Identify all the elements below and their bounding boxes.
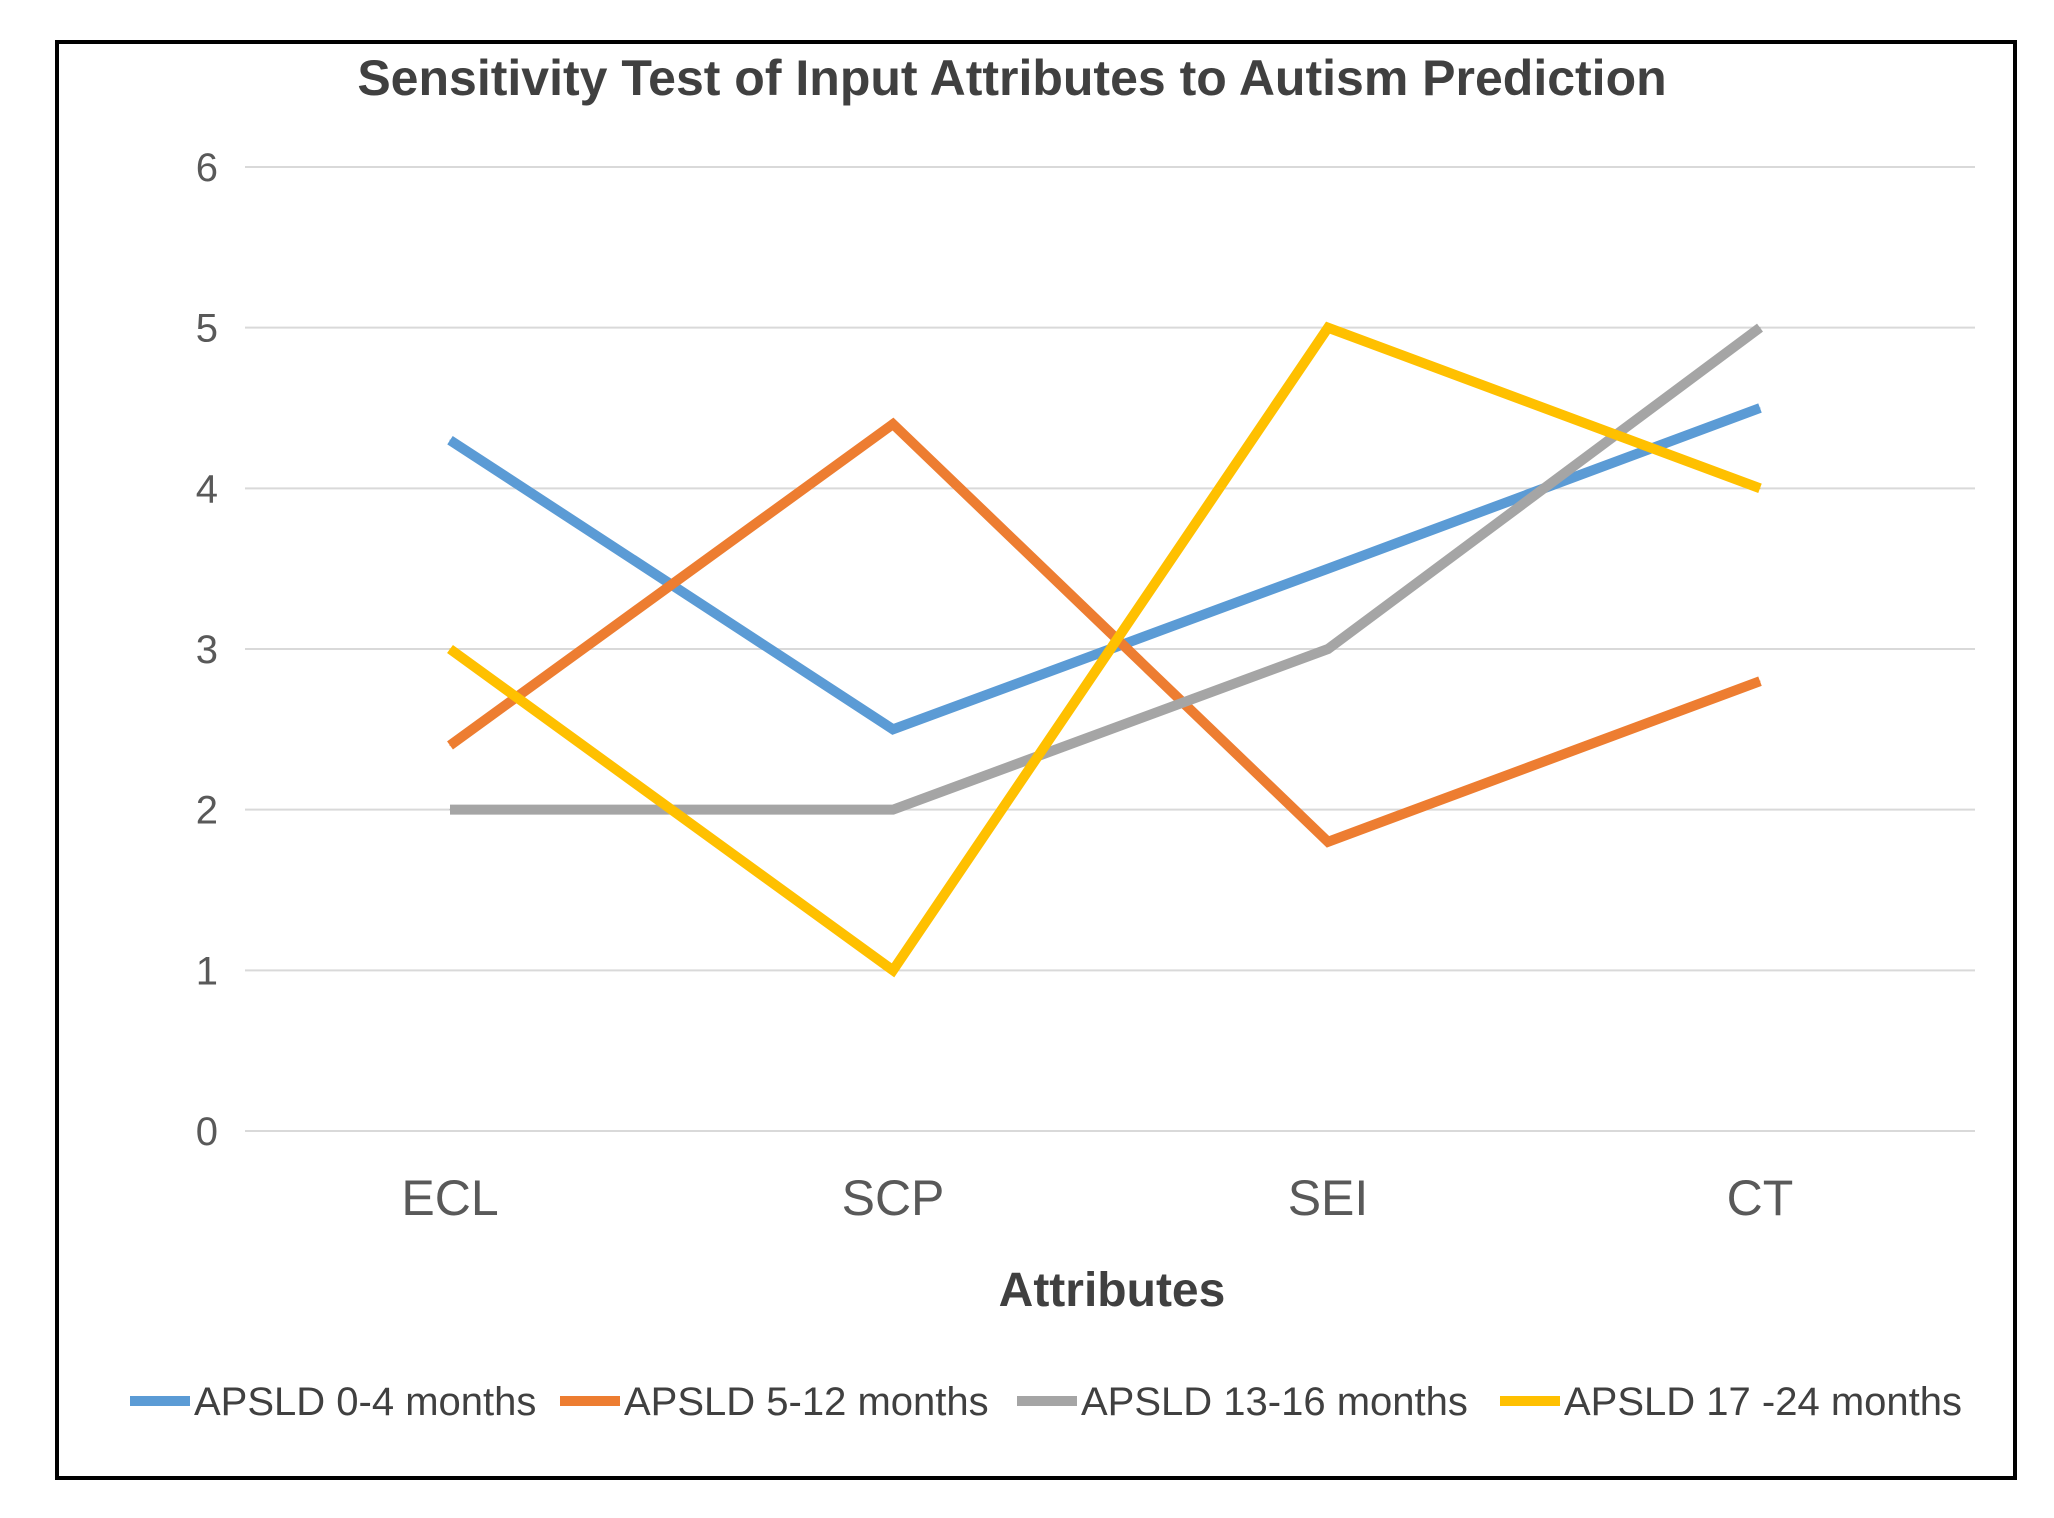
x-tick-label: ECL — [401, 1170, 498, 1226]
data-point — [892, 969, 894, 971]
y-tick-label: 0 — [196, 1110, 218, 1154]
chart-title: Sensitivity Test of Input Attributes to … — [357, 50, 1666, 106]
legend: APSLD 0-4 months APSLD 5-12 months APSLD 1… — [130, 1380, 1962, 1424]
data-point — [449, 439, 451, 441]
legend-label: APSLD 5-12 months — [624, 1380, 989, 1424]
data-point — [449, 648, 451, 650]
data-point — [449, 809, 451, 811]
y-tick-label: 3 — [196, 628, 218, 672]
series-line-2 — [447, 417, 1762, 848]
x-tick-label: SEI — [1288, 1170, 1369, 1226]
y-tick-label: 5 — [196, 307, 218, 351]
series-line-1 — [447, 403, 1762, 735]
series-line-4 — [447, 321, 1762, 978]
legend-label: APSLD 13-16 months — [1081, 1380, 1468, 1424]
series-lines — [447, 321, 1763, 978]
gridlines — [245, 166, 1975, 1132]
legend-label: APSLD 17 -24 months — [1564, 1380, 1962, 1424]
data-point — [1327, 841, 1329, 843]
data-point — [449, 744, 451, 746]
y-tick-label: 4 — [196, 467, 218, 511]
data-point — [1327, 327, 1329, 329]
x-tick-label: SCP — [842, 1170, 945, 1226]
data-point — [892, 423, 894, 425]
data-point — [1327, 568, 1329, 570]
y-tick-label: 6 — [196, 146, 218, 190]
data-point — [1759, 327, 1761, 329]
data-point — [1759, 487, 1761, 489]
data-point — [1327, 648, 1329, 650]
legend-label: APSLD 0-4 months — [194, 1380, 536, 1424]
y-axis-ticks: 0 1 2 3 4 5 6 — [196, 146, 218, 1154]
y-tick-label: 2 — [196, 789, 218, 833]
x-axis-label: Attributes — [999, 1264, 1226, 1317]
data-point — [892, 809, 894, 811]
data-point — [892, 728, 894, 730]
y-tick-label: 1 — [196, 949, 218, 993]
data-point — [1759, 407, 1761, 409]
x-axis-ticks: ECL SCP SEI CT — [401, 1170, 1793, 1226]
data-point — [1759, 680, 1761, 682]
x-tick-label: CT — [1727, 1170, 1794, 1226]
